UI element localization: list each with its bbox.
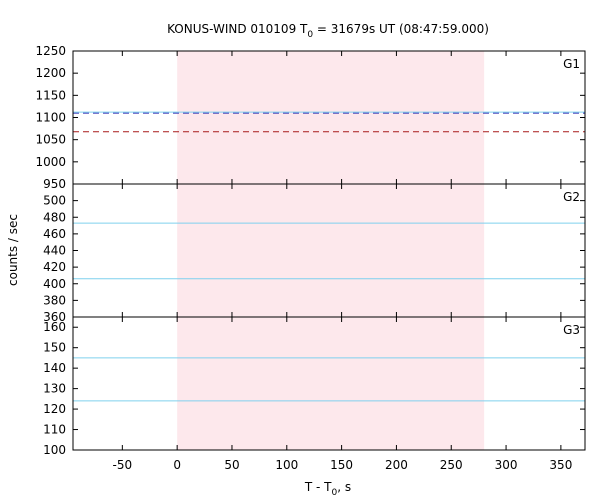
y-tick-label: 420 <box>43 260 66 274</box>
x-tick-label: 100 <box>275 458 298 472</box>
y-tick-label: 1250 <box>35 44 66 58</box>
panel-label-g1: G1 <box>563 57 580 71</box>
y-tick-label: 130 <box>43 382 66 396</box>
y-tick-label: 360 <box>43 310 66 324</box>
x-tick-label: 200 <box>385 458 408 472</box>
y-tick-label: 150 <box>43 341 66 355</box>
y-tick-label: 950 <box>43 177 66 191</box>
text-layer: KONUS-WIND 010109 T0 = 31679s UT (08:47:… <box>6 22 580 498</box>
frame-layer <box>72 50 586 451</box>
panel-label-g2: G2 <box>563 190 580 204</box>
y-tick-label: 380 <box>43 293 66 307</box>
y-tick-label: 400 <box>43 277 66 291</box>
y-tick-label: 1200 <box>35 66 66 80</box>
y-tick-label: 1100 <box>35 111 66 125</box>
y-tick-label: 460 <box>43 227 66 241</box>
chart-title: KONUS-WIND 010109 T0 = 31679s UT (08:47:… <box>167 22 489 40</box>
x-tick-label: 150 <box>330 458 353 472</box>
y-tick-label: 1150 <box>35 88 66 102</box>
y-tick-label: 1000 <box>35 155 66 169</box>
x-tick-label: 250 <box>440 458 463 472</box>
y-tick-label: 110 <box>43 423 66 437</box>
y-tick-label: 480 <box>43 210 66 224</box>
y-axis-label: counts / sec <box>6 214 20 286</box>
y-tick-label: 440 <box>43 244 66 258</box>
x-axis-label: T - T0, s <box>304 480 351 498</box>
x-tick-label: 0 <box>173 458 181 472</box>
y-tick-label: 120 <box>43 402 66 416</box>
y-tick-label: 160 <box>43 320 66 334</box>
x-tick-label: 50 <box>224 458 239 472</box>
x-tick-label: 350 <box>549 458 572 472</box>
x-tick-label: 300 <box>495 458 518 472</box>
y-tick-label: 1050 <box>35 133 66 147</box>
y-tick-label: 140 <box>43 361 66 375</box>
data-layer <box>73 112 585 402</box>
panel-frame-g3 <box>72 316 586 451</box>
panel-label-g3: G3 <box>563 323 580 337</box>
x-tick-label: -50 <box>113 458 133 472</box>
y-tick-label: 100 <box>43 443 66 457</box>
highlight-layer <box>177 51 485 450</box>
y-tick-label: 500 <box>43 194 66 208</box>
highlight-interval <box>177 51 485 450</box>
